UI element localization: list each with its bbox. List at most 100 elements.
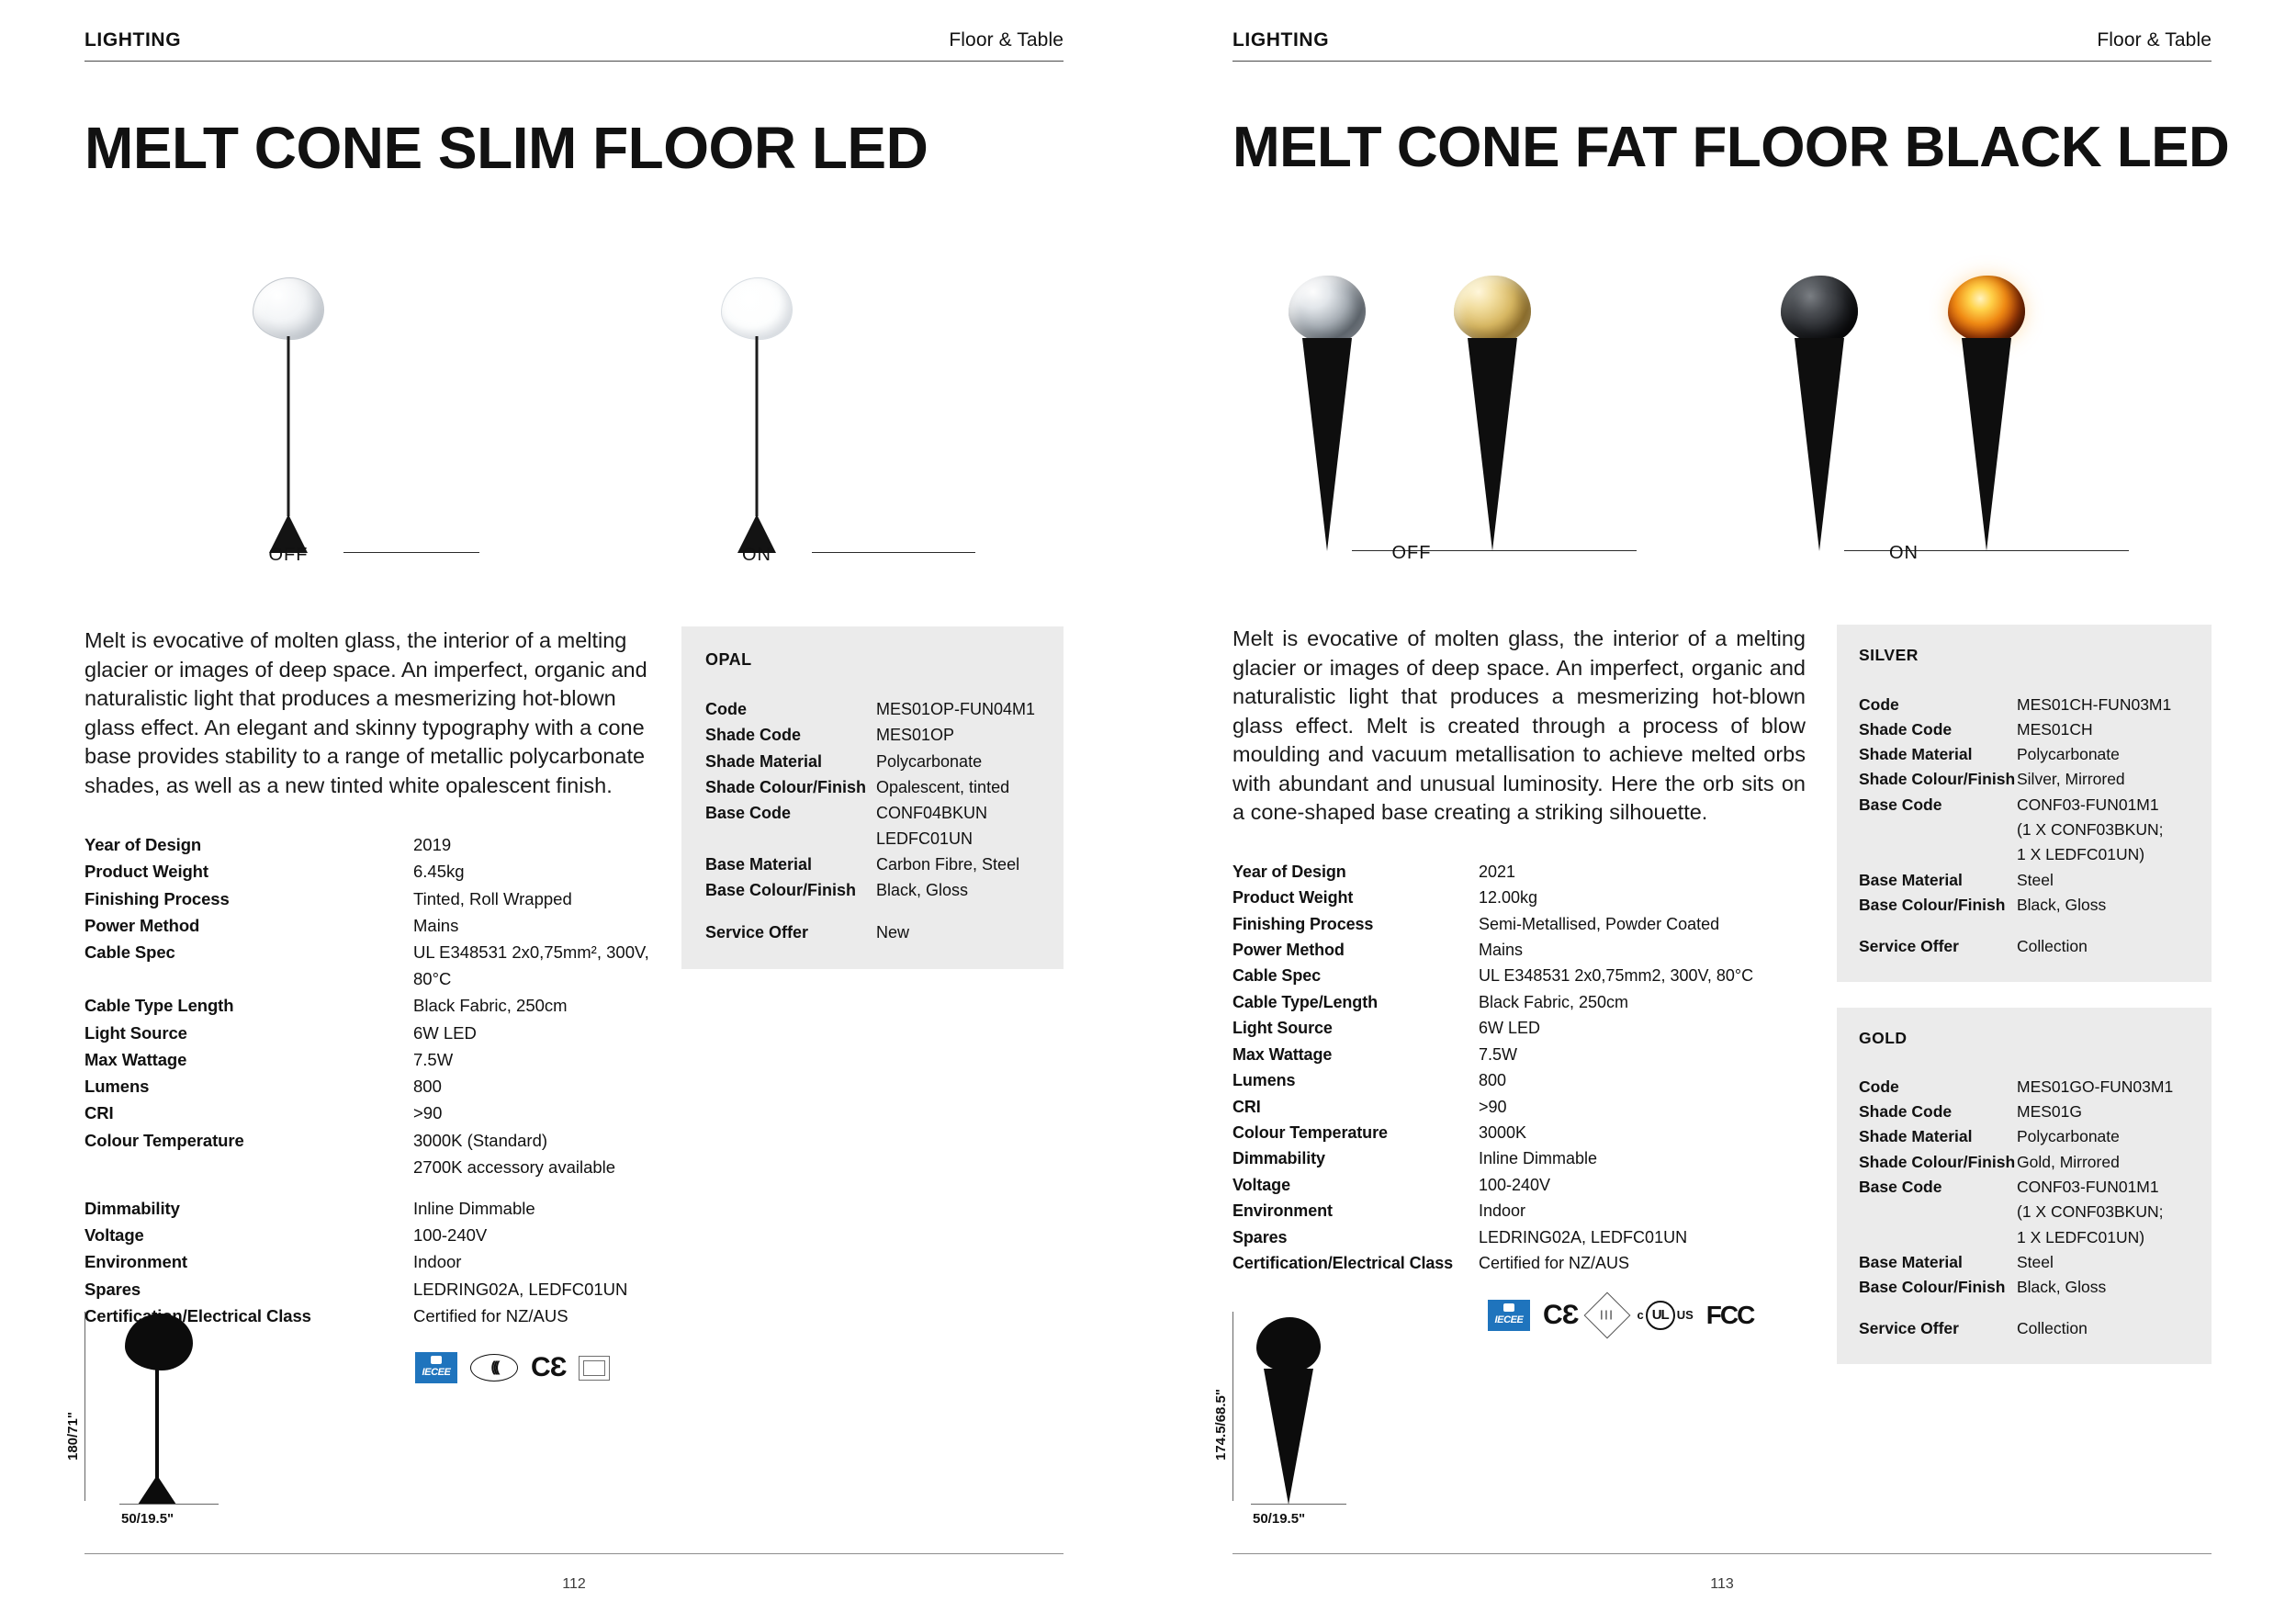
spec-table-left: Year of Design 2019 Product Weight 6.45kg Fi…: [84, 831, 650, 1329]
variant-key: Code: [1859, 694, 1899, 714]
spec-value: LEDRING02A, LEDFC01UN: [413, 1279, 628, 1299]
variant-spacer: [705, 903, 1040, 919]
variant-value: CONF04BKUN: [876, 803, 988, 822]
state-caption-off-left: OFF: [268, 545, 309, 566]
variant-title: OPAL: [705, 650, 752, 670]
lamp-figure-off-left: [233, 277, 343, 554]
iecee-logo: IECEE: [1488, 1299, 1530, 1331]
dimension-height-line-left: [84, 1312, 86, 1501]
lamp-shade-opal-on: [721, 277, 793, 341]
lamp-cone-base-off: [269, 514, 308, 554]
variant-row: Base Material Carbon Fibre, Steel: [705, 851, 1040, 877]
lamp-cone-gold-off: [1468, 338, 1517, 552]
variant-value: Black, Gloss: [2017, 895, 2107, 914]
spec-key: Colour Temperature: [1232, 1123, 1388, 1142]
spec-key: Certification/Electrical Class: [1232, 1254, 1454, 1273]
spec-row: CRI >90: [1232, 1094, 1806, 1120]
spec-value: Indoor: [413, 1252, 462, 1272]
service-offer-key: Service Offer: [705, 922, 809, 942]
spec-row: Light Source 6W LED: [1232, 1015, 1806, 1041]
spec-value: Indoor: [1479, 1201, 1526, 1221]
variant-value: MES01CH-FUN03M1: [2017, 694, 2172, 714]
variant-title: SILVER: [1859, 646, 1919, 665]
spec-key: Power Method: [84, 915, 200, 935]
variant-key: Shade Code: [705, 726, 802, 745]
footer-rule-left: [84, 1552, 1064, 1554]
spec-row: Product Weight 12.00kg: [1232, 885, 1806, 910]
spec-row: Cable Spec UL E348531 2x0,75mm², 300V, 80…: [84, 939, 650, 992]
service-offer-value: Collection: [2017, 937, 2088, 956]
spec-key: CRI: [84, 1103, 114, 1123]
spec-key: Product Weight: [84, 862, 208, 882]
variant-value: CONF03-FUN01M1: [2017, 1177, 2159, 1196]
lamp-stem-off: [287, 336, 290, 517]
service-offer-row: Service Offer New: [705, 919, 1040, 945]
spec-value: 6W LED: [1479, 1019, 1541, 1038]
class-ii-box-logo: [579, 1355, 611, 1381]
spec-value: Mains: [413, 915, 459, 935]
spec-value: Certified for NZ/AUS: [413, 1305, 568, 1325]
power-cord-left-off: [343, 552, 479, 554]
page-number-left: 112: [562, 1576, 586, 1592]
spec-row: Max Wattage 7.5W: [1232, 1042, 1806, 1067]
spec-key: Year of Design: [84, 835, 202, 855]
variant-value: Polycarbonate: [2017, 745, 2120, 764]
lamp-figure-fire-on: [1936, 276, 2037, 552]
spec-key: Dimmability: [84, 1199, 180, 1219]
spec-key: Lumens: [84, 1077, 150, 1097]
variant-row: Base Code CONF03-FUN01M1: [1859, 1175, 2189, 1200]
spec-value: 2700K accessory available: [413, 1156, 616, 1177]
spec-value: 6W LED: [413, 1022, 477, 1043]
variant-row: LEDFC01UN: [705, 826, 1040, 851]
page-left: LIGHTING Floor & Table MELT CONE SLIM FL…: [0, 0, 1148, 1624]
variant-row: Base Colour/Finish Black, Gloss: [1859, 893, 2189, 918]
lamp-shade-fire-on: [1948, 276, 2025, 344]
variant-value: Gold, Mirrored: [2017, 1152, 2120, 1171]
spec-row: Year of Design 2019: [84, 831, 650, 858]
variant-row: Code MES01CH-FUN03M1: [1859, 693, 2189, 717]
spec-value: UL E348531 2x0,75mm2, 300V, 80°C: [1479, 966, 1754, 986]
variant-row: Base Colour/Finish Black, Gloss: [705, 877, 1040, 903]
dimension-width-label-right: 50/19.5": [1253, 1511, 1306, 1527]
lamp-shade-silver-off: [1289, 276, 1366, 344]
page-title-right: MELT CONE FAT FLOOR BLACK LED: [1232, 116, 2230, 179]
spec-key: Finishing Process: [84, 888, 230, 908]
variant-key: Shade Material: [705, 751, 823, 771]
spec-key: Max Wattage: [84, 1049, 187, 1069]
spec-table-right: Year of Design 2021 Product Weight 12.00kg F…: [1232, 859, 1806, 1277]
spec-row: Voltage 100-240V: [1232, 1172, 1806, 1198]
spec-key: Cable Spec: [84, 942, 175, 963]
spec-row: Year of Design 2021: [1232, 859, 1806, 885]
variant-row: Shade Code MES01CH: [1859, 717, 2189, 742]
lamp-figure-silver-off: [1277, 276, 1378, 552]
spec-value: 100-240V: [413, 1225, 488, 1246]
running-head-right: LIGHTING Floor & Table: [1232, 0, 2212, 62]
lamp-cone-silver-off: [1302, 338, 1352, 552]
variant-row: Base Code CONF04BKUN: [705, 800, 1040, 826]
ul-ring-mark: UL: [1645, 1300, 1675, 1330]
spec-key: Light Source: [1232, 1019, 1333, 1038]
variant-row: (1 X CONF03BKUN;: [1859, 818, 2189, 842]
ce-logo: CƐ: [531, 1352, 567, 1383]
variant-key: Base Colour/Finish: [1859, 895, 2006, 914]
dimension-height-label-left: 180/71": [65, 1412, 81, 1460]
spec-key: Cable Type/Length: [1232, 992, 1378, 1011]
variant-value: (1 X CONF03BKUN;: [2017, 820, 2164, 840]
spec-row: Spares LEDRING02A, LEDFC01UN: [84, 1276, 650, 1303]
variant-box: OPAL Code MES01OP-FUN04M1 Shade Code MES01OP…: [681, 626, 1064, 970]
lamp-cone-base-on: [737, 514, 776, 554]
dimension-width-label-left: 50/19.5": [121, 1511, 174, 1527]
variant-row: Shade Colour/Finish Silver, Mirrored: [1859, 767, 2189, 792]
product-description-right: Melt is evocative of molten glass, the i…: [1232, 626, 1806, 825]
variant-key: Code: [1859, 1077, 1899, 1096]
spec-row: Finishing Process Tinted, Roll Wrapped: [84, 885, 650, 912]
diagram-stem-left: [155, 1367, 159, 1501]
ccc-logo: (((: [470, 1354, 518, 1382]
spec-row: Voltage 100-240V: [84, 1222, 650, 1248]
spec-key: Voltage: [84, 1225, 144, 1246]
iecee-logo: IECEE: [415, 1352, 457, 1384]
service-offer-key: Service Offer: [1859, 1319, 1959, 1338]
spec-value: 7.5W: [1479, 1044, 1518, 1064]
variant-row: (1 X CONF03BKUN;: [1859, 1200, 2189, 1224]
certification-logos-left: IECEE ((( CƐ: [415, 1349, 650, 1386]
